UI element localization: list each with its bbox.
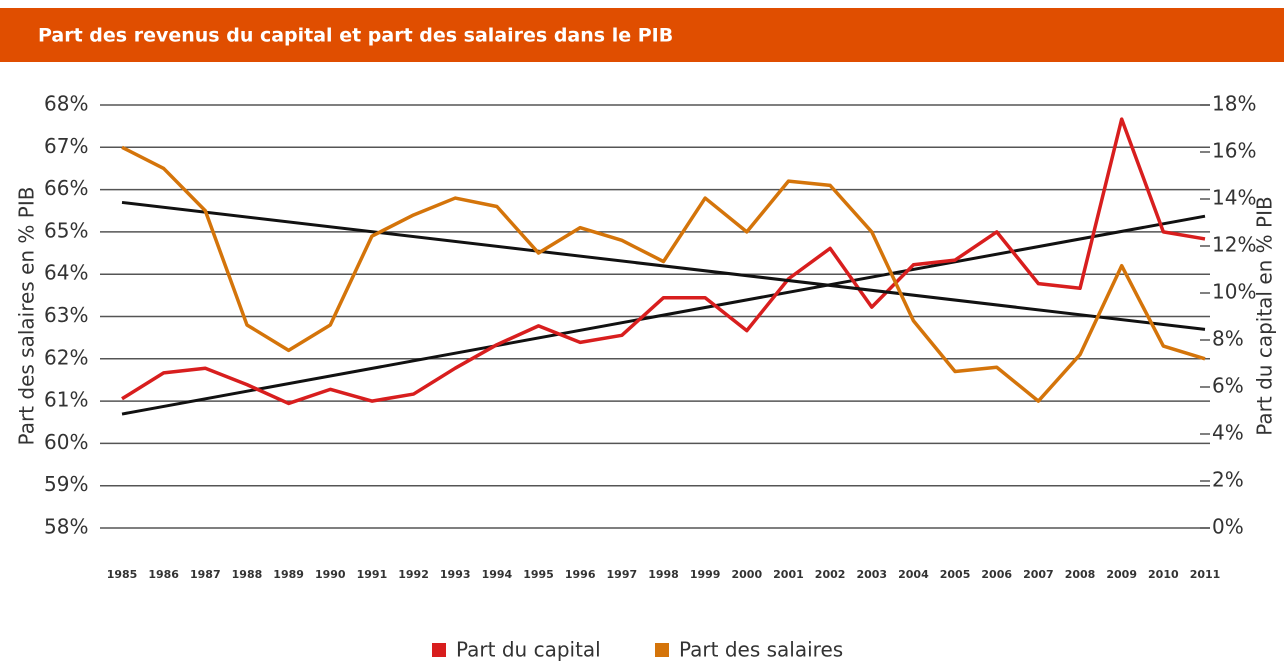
y2-axis-label: Part du capital en % PIB bbox=[1253, 196, 1277, 435]
x-tick-label: 1993 bbox=[440, 568, 471, 581]
x-tick-label: 2004 bbox=[898, 568, 929, 581]
series-line bbox=[121, 145, 1206, 403]
trend-line bbox=[121, 214, 1206, 416]
x-tick-label: 1987 bbox=[190, 568, 221, 581]
y-tick-label: 61% bbox=[44, 388, 88, 412]
y2-tick-label: 16% bbox=[1212, 139, 1256, 163]
y-tick-label: 68% bbox=[44, 92, 88, 116]
x-tick-label: 1998 bbox=[648, 568, 679, 581]
x-tick-label: 2008 bbox=[1065, 568, 1096, 581]
x-tick-label: 1985 bbox=[107, 568, 138, 581]
y-tick-label: 65% bbox=[44, 218, 88, 242]
y-tick-label: 60% bbox=[44, 430, 88, 454]
legend-swatch bbox=[655, 643, 669, 657]
legend-label: Part du capital bbox=[456, 638, 601, 662]
x-tick-label: 1995 bbox=[523, 568, 554, 581]
x-tick-label: 2011 bbox=[1190, 568, 1221, 581]
x-tick-label: 2007 bbox=[1023, 568, 1054, 581]
y2-tick-label: 8% bbox=[1212, 327, 1244, 351]
y-tick-label: 62% bbox=[44, 345, 88, 369]
legend-label: Part des salaires bbox=[679, 638, 843, 662]
y-tick-label: 58% bbox=[44, 515, 88, 539]
y-tick-label: 66% bbox=[44, 176, 88, 200]
chart-title: Part des revenus du capital et part des … bbox=[38, 25, 673, 47]
y-tick-label: 63% bbox=[44, 303, 88, 327]
trend-line bbox=[121, 200, 1206, 331]
x-tick-label: 1996 bbox=[565, 568, 596, 581]
y2-tick-label: 2% bbox=[1212, 468, 1244, 492]
x-tick-label: 2003 bbox=[856, 568, 887, 581]
y2-tick-label: 4% bbox=[1212, 421, 1244, 445]
x-tick-label: 1997 bbox=[607, 568, 638, 581]
series-line bbox=[121, 117, 1206, 406]
x-tick-label: 2010 bbox=[1148, 568, 1179, 581]
y2-tick-label: 10% bbox=[1212, 280, 1256, 304]
x-tick-label: 1986 bbox=[148, 568, 179, 581]
y2-tick-label: 12% bbox=[1212, 233, 1256, 257]
y2-tick-label: 14% bbox=[1212, 186, 1256, 210]
x-tick-label: 2006 bbox=[981, 568, 1012, 581]
y2-tick-label: 6% bbox=[1212, 374, 1244, 398]
x-tick-label: 1994 bbox=[482, 568, 513, 581]
legend-swatch bbox=[432, 643, 446, 657]
y-axis-label: Part des salaires en % PIB bbox=[15, 187, 39, 446]
y-tick-label: 67% bbox=[44, 134, 88, 158]
x-tick-label: 1988 bbox=[232, 568, 263, 581]
x-tick-label: 2002 bbox=[815, 568, 846, 581]
x-tick-label: 2005 bbox=[940, 568, 971, 581]
header-bar bbox=[0, 8, 1284, 62]
x-tick-label: 1990 bbox=[315, 568, 346, 581]
x-tick-label: 1999 bbox=[690, 568, 721, 581]
x-tick-label: 1992 bbox=[398, 568, 429, 581]
x-tick-label: 2000 bbox=[731, 568, 762, 581]
x-tick-label: 1991 bbox=[357, 568, 388, 581]
x-tick-label: 1989 bbox=[273, 568, 304, 581]
x-tick-label: 2009 bbox=[1106, 568, 1137, 581]
y-tick-label: 59% bbox=[44, 472, 88, 496]
x-tick-label: 2001 bbox=[773, 568, 804, 581]
y2-tick-label: 0% bbox=[1212, 515, 1244, 539]
y2-tick-label: 18% bbox=[1212, 92, 1256, 116]
y-tick-label: 64% bbox=[44, 261, 88, 285]
